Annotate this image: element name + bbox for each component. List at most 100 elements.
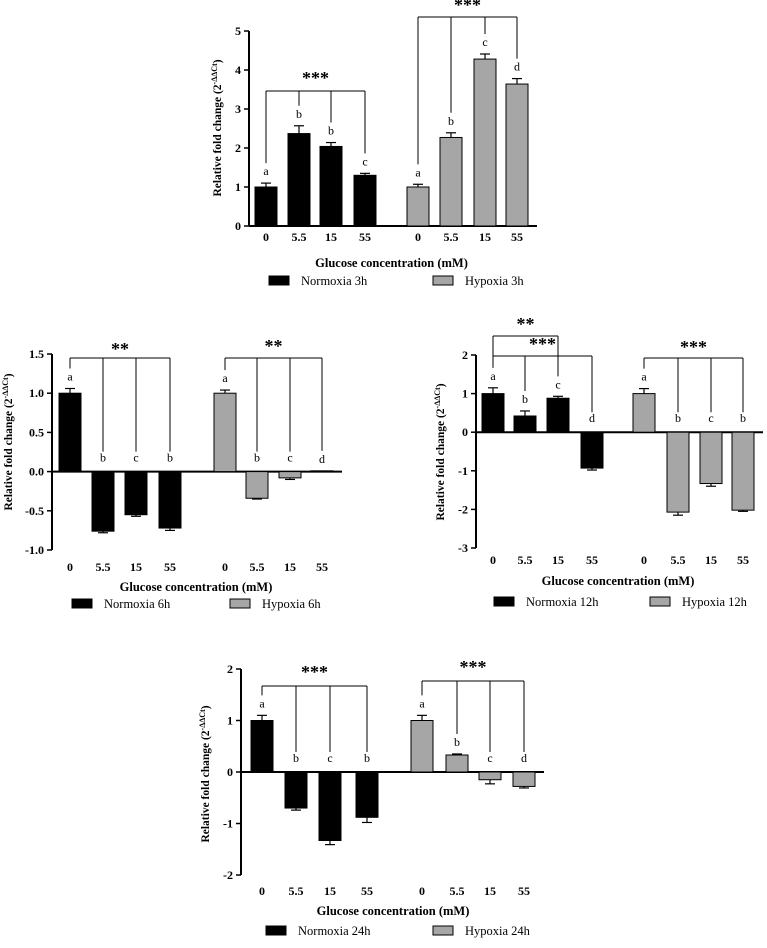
y-tick-label: -1.0 — [25, 543, 44, 557]
legend-label: Normoxia 12h — [526, 595, 599, 609]
significance-letter: d — [521, 751, 527, 765]
legend-swatch-normoxia-3h — [268, 275, 290, 286]
significance-letter: c — [555, 377, 560, 391]
significance-letter: b — [296, 107, 302, 121]
y-tick-label: 3 — [235, 102, 241, 116]
chart-panel-24h: -2 -1 0 1 2 a 0 b 5.5 c 15 b 55 a 0 b 5.5 c 15 d 55 *** *** Glu… — [198, 657, 544, 938]
y-tick-label: 1 — [227, 714, 233, 728]
y-tick-label: 0.0 — [29, 465, 44, 479]
legend-swatch-normoxia-24h — [265, 925, 287, 936]
x-tick-label: 5.5 — [518, 553, 533, 567]
x-tick-label: 5.5 — [292, 230, 307, 244]
x-tick-label: 55 — [361, 884, 373, 898]
significance-stars: *** — [460, 657, 487, 677]
bar-hypoxia-24h — [478, 771, 502, 781]
significance-letter: b — [100, 451, 106, 465]
bar-hypoxia-6h — [213, 392, 237, 473]
legend-label: Hypoxia 24h — [465, 924, 531, 938]
x-tick-label: 15 — [284, 560, 296, 574]
bar-normoxia-6h — [91, 471, 115, 532]
x-tick-label: 0 — [259, 884, 265, 898]
bar-normoxia-6h — [58, 392, 82, 473]
significance-stars: ** — [265, 336, 283, 356]
legend-swatch-normoxia-12h — [493, 596, 515, 607]
x-tick-label: 5.5 — [671, 553, 686, 567]
significance-letter: b — [167, 451, 173, 465]
y-tick-label: -2 — [223, 868, 233, 882]
x-tick-label: 55 — [518, 884, 530, 898]
x-tick-label: 55 — [316, 560, 328, 574]
significance-letter: a — [490, 369, 496, 383]
legend-label: Normoxia 3h — [301, 274, 368, 288]
y-tick-label: 5 — [235, 24, 241, 38]
y-tick-label: -1 — [458, 464, 468, 478]
significance-letter: b — [448, 114, 454, 128]
bar-normoxia-12h — [513, 415, 537, 433]
y-tick-label: 0 — [235, 219, 241, 233]
significance-letter: b — [364, 751, 370, 765]
y-axis-label-close: ) — [435, 383, 447, 387]
significance-letter: c — [482, 35, 487, 49]
y-tick-label: 1 — [235, 180, 241, 194]
significance-letter: a — [259, 696, 265, 710]
x-tick-label: 0 — [222, 560, 228, 574]
x-tick-label: 15 — [479, 230, 491, 244]
legend-label: Normoxia 24h — [298, 924, 371, 938]
significance-letter: c — [287, 451, 292, 465]
significance-stars: *** — [301, 662, 328, 682]
legend-swatch-hypoxia-24h — [432, 925, 454, 936]
bar-hypoxia-3h — [473, 58, 497, 227]
significance-letter: a — [419, 696, 425, 710]
significance-letter: b — [454, 735, 460, 749]
bar-normoxia-12h — [481, 393, 505, 433]
y-tick-label: -1 — [223, 817, 233, 831]
x-tick-label: 55 — [511, 230, 523, 244]
y-axis-label-superscript: -ΔΔCt — [433, 387, 442, 408]
bar-normoxia-3h — [254, 186, 278, 227]
legend-swatch-normoxia-6h — [71, 598, 93, 609]
bar-hypoxia-12h — [666, 431, 690, 513]
significance-stars: *** — [680, 337, 707, 357]
y-axis-label-main: Relative fold change (2 — [200, 730, 212, 842]
y-axis-label: Relative fold change (2-ΔΔCt) — [210, 59, 224, 196]
bar-normoxia-24h — [355, 771, 379, 818]
bar-hypoxia-24h — [512, 771, 536, 787]
bar-hypoxia-12h — [632, 393, 656, 433]
x-tick-label: 5.5 — [289, 884, 304, 898]
y-tick-label: 0 — [227, 765, 233, 779]
significance-letter: a — [222, 371, 228, 385]
bar-normoxia-24h — [318, 771, 342, 841]
bar-normoxia-24h — [250, 720, 274, 773]
y-tick-label: 0.5 — [29, 425, 44, 439]
bar-hypoxia-6h — [278, 471, 302, 479]
y-tick-label: 2 — [227, 662, 233, 676]
y-axis-label-main: Relative fold change (2 — [212, 84, 224, 196]
x-tick-label: 15 — [552, 553, 564, 567]
x-tick-label: 55 — [737, 553, 749, 567]
legend-swatch-hypoxia-3h — [432, 275, 454, 286]
bar-hypoxia-12h — [731, 431, 755, 511]
y-axis-label: Relative fold change (2-ΔΔCt) — [198, 705, 212, 842]
legend-label: Hypoxia 12h — [682, 595, 748, 609]
significance-letter: b — [254, 451, 260, 465]
y-tick-label: 2 — [235, 141, 241, 155]
bar-normoxia-3h — [287, 133, 311, 227]
bar-hypoxia-6h — [310, 470, 334, 473]
significance-stars: *** — [454, 0, 481, 15]
bar-hypoxia-3h — [406, 186, 430, 227]
x-tick-label: 15 — [484, 884, 496, 898]
significance-stars: ** — [111, 339, 129, 359]
y-axis-label-close: ) — [200, 705, 212, 709]
bar-normoxia-3h — [353, 174, 377, 227]
y-axis-label-superscript: -ΔΔCt — [1, 377, 10, 398]
significance-letter: a — [67, 369, 73, 383]
y-tick-label: 1 — [462, 387, 468, 401]
x-tick-label: 55 — [586, 553, 598, 567]
y-tick-label: -2 — [458, 502, 468, 516]
bar-hypoxia-3h — [505, 83, 529, 227]
x-axis-label: Glucose concentration (mM) — [542, 574, 695, 588]
significance-letter: d — [514, 60, 520, 74]
x-tick-label: 15 — [705, 553, 717, 567]
significance-stars: ** — [517, 314, 535, 334]
